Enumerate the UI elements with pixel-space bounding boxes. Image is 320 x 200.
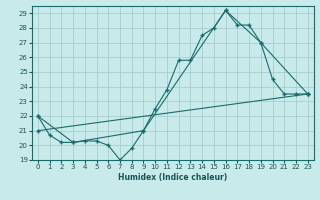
X-axis label: Humidex (Indice chaleur): Humidex (Indice chaleur) [118, 173, 228, 182]
